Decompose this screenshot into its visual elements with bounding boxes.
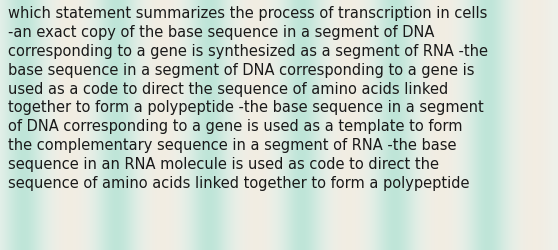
Text: which statement summarizes the process of transcription in cells
-an exact copy : which statement summarizes the process o… (8, 6, 488, 190)
